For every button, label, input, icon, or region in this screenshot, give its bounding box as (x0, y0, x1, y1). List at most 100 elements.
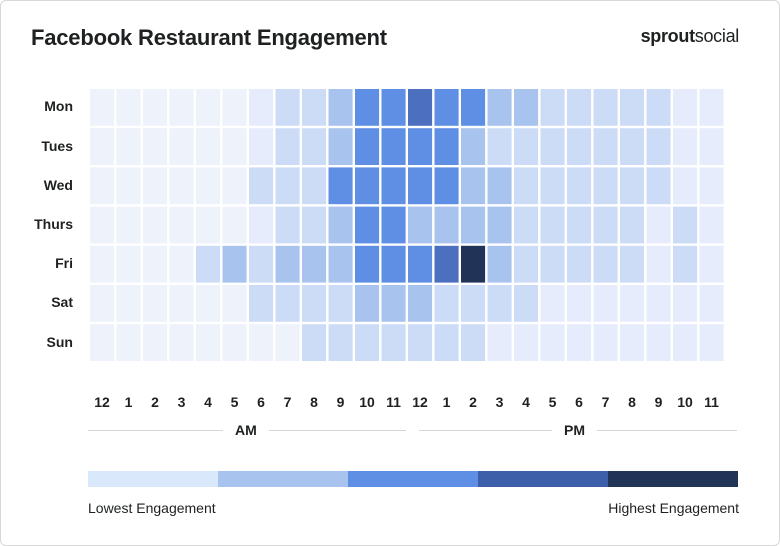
heatmap-cell-sat-20 (620, 285, 645, 322)
heatmap-cell-mon-18 (567, 89, 592, 126)
heatmap-cell-sat-11 (381, 285, 406, 322)
heatmap-cell-sat-14 (461, 285, 486, 322)
heatmap-cell-wed-15 (487, 167, 512, 205)
row-label-tues: Tues (41, 137, 73, 154)
heatmap-cell-sun-9 (328, 324, 353, 361)
heatmap-cell-thurs-0 (90, 206, 115, 244)
heatmap-cell-wed-4 (196, 167, 221, 205)
heatmap-cell-sun-8 (302, 324, 327, 361)
heatmap-cell-sun-14 (461, 324, 486, 361)
heatmap-cell-wed-18 (567, 167, 592, 205)
heatmap-cell-sat-8 (302, 285, 327, 322)
heatmap-cell-thurs-2 (143, 206, 168, 244)
heatmap-cell-sat-10 (355, 285, 380, 322)
column-label-4: 4 (204, 394, 212, 410)
heatmap-cell-wed-3 (169, 167, 194, 205)
heatmap-cell-sun-11 (381, 324, 406, 361)
heatmap-cell-tues-14 (461, 128, 486, 165)
heatmap-cell-fri-17 (540, 245, 565, 283)
heatmap-cell-sun-1 (116, 324, 141, 361)
row-label-thurs: Thurs (34, 216, 73, 232)
heatmap-cell-thurs-13 (434, 206, 459, 244)
heatmap-cell-wed-19 (593, 167, 618, 205)
column-label-9: 9 (336, 394, 345, 410)
heatmap-cell-sat-23 (699, 285, 724, 322)
heatmap-cell-wed-16 (514, 167, 539, 205)
chart-title: Facebook Restaurant Engagement (31, 25, 387, 50)
heatmap-cell-mon-16 (514, 89, 539, 126)
heatmap-cell-wed-1 (116, 167, 141, 205)
heatmap-cell-sat-22 (673, 285, 698, 322)
heatmap-cell-mon-23 (699, 89, 724, 126)
heatmap-cell-sat-6 (249, 285, 274, 322)
legend-segment-3 (348, 471, 478, 487)
heatmap-cell-sat-3 (169, 285, 194, 322)
heatmap-cell-wed-23 (699, 167, 724, 205)
heatmap-cell-tues-3 (169, 128, 194, 165)
heatmap-cell-tues-0 (90, 128, 115, 165)
legend-high-label: Highest Engagement (608, 500, 739, 516)
heatmap-cell-sat-7 (275, 285, 300, 322)
heatmap-cell-fri-10 (355, 245, 380, 283)
legend-segment-4 (478, 471, 608, 487)
heatmap-cell-tues-16 (514, 128, 539, 165)
heatmap-cell-fri-0 (90, 245, 115, 283)
heatmap-cell-thurs-1 (116, 206, 141, 244)
heatmap-cell-tues-23 (699, 128, 724, 165)
heatmap-cell-fri-16 (514, 245, 539, 283)
heatmap-cell-fri-13 (434, 245, 459, 283)
heatmap-cell-tues-19 (593, 128, 618, 165)
heatmap-cell-thurs-19 (593, 206, 618, 244)
heatmap-cell-sun-15 (487, 324, 512, 361)
heatmap-cell-wed-21 (646, 167, 671, 205)
heatmap-cell-sat-4 (196, 285, 221, 322)
row-label-mon: Mon (44, 98, 73, 115)
heatmap-cell-mon-0 (90, 89, 115, 126)
heatmap-cell-wed-14 (461, 167, 486, 205)
heatmap-cell-fri-6 (249, 245, 274, 283)
heatmap-cell-wed-9 (328, 167, 353, 205)
heatmap-cell-sun-21 (646, 324, 671, 361)
heatmap-cell-tues-13 (434, 128, 459, 165)
heatmap-cell-sat-15 (487, 285, 512, 322)
heatmap-cell-sun-16 (514, 324, 539, 361)
heatmap-cell-tues-11 (381, 128, 406, 165)
heatmap-cell-tues-9 (328, 128, 353, 165)
heatmap-cell-mon-20 (620, 89, 645, 126)
column-label-10: 10 (359, 394, 375, 410)
heatmap-cell-thurs-14 (461, 206, 486, 244)
heatmap-cell-sun-20 (620, 324, 645, 361)
column-label-0: 12 (94, 394, 110, 410)
heatmap-cell-sat-5 (222, 285, 247, 322)
column-label-23: 11 (704, 394, 719, 410)
column-label-3: 3 (177, 394, 186, 410)
heatmap-cell-sat-2 (143, 285, 168, 322)
heatmap-cell-sun-18 (567, 324, 592, 361)
row-label-sun: Sun (46, 333, 73, 350)
heatmap-cell-tues-8 (302, 128, 327, 165)
heatmap-cell-thurs-4 (196, 206, 221, 244)
heatmap-cell-tues-2 (143, 128, 168, 165)
column-label-21: 9 (654, 394, 663, 410)
heatmap-cell-wed-17 (540, 167, 565, 205)
heatmap-cell-thurs-11 (381, 206, 406, 244)
heatmap-cell-fri-5 (222, 245, 247, 283)
pm-label: PM (552, 422, 597, 438)
heatmap-cell-tues-18 (567, 128, 592, 165)
heatmap-cell-sun-3 (169, 324, 194, 361)
heatmap-cell-mon-8 (302, 89, 327, 126)
column-label-14: 2 (469, 394, 477, 410)
heatmap-cell-fri-14 (461, 245, 486, 283)
heatmap-cell-thurs-15 (487, 206, 512, 244)
heatmap-cell-mon-12 (408, 89, 433, 126)
heatmap-cell-thurs-5 (222, 206, 247, 244)
column-label-17: 5 (548, 394, 557, 410)
heatmap-cell-wed-2 (143, 167, 168, 205)
heatmap-cell-sun-2 (143, 324, 168, 361)
heatmap-cell-sun-19 (593, 324, 618, 361)
column-label-1: 1 (124, 394, 133, 410)
heatmap-cell-sat-12 (408, 285, 433, 322)
heatmap-cell-fri-1 (116, 245, 141, 283)
